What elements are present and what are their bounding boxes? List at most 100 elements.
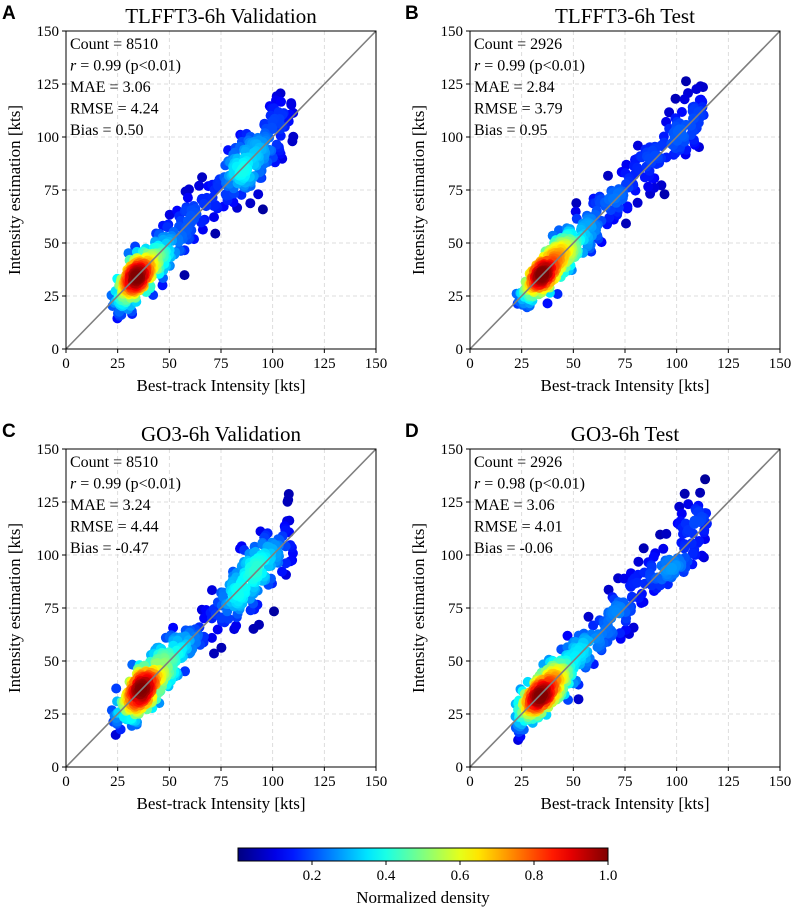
stat-count: Count = 8510 bbox=[70, 36, 158, 53]
data-point bbox=[277, 566, 287, 577]
panel-letter: B bbox=[405, 3, 419, 24]
x-axis-label: Best-track Intensity [kts] bbox=[540, 794, 709, 813]
x-tick-label: 150 bbox=[769, 356, 792, 372]
data-point bbox=[184, 184, 194, 195]
y-tick-label: 25 bbox=[448, 289, 463, 305]
colorbar-tick-label: 0.2 bbox=[303, 868, 322, 884]
data-point bbox=[209, 648, 219, 659]
y-tick-label: 75 bbox=[448, 183, 463, 199]
data-point bbox=[535, 269, 546, 280]
data-point bbox=[632, 577, 643, 588]
stat-mae: MAE = 3.06 bbox=[70, 79, 151, 96]
x-tick-label: 125 bbox=[717, 356, 740, 372]
data-point bbox=[681, 76, 691, 87]
data-point bbox=[245, 198, 256, 209]
data-point bbox=[269, 606, 279, 617]
panel-d: D GO3-6h Test 00 25 25 50 50 75 75 100 100 125 125 15… bbox=[405, 421, 791, 813]
data-point bbox=[236, 165, 247, 176]
stat-r: r = 0.99 (p<0.01) bbox=[474, 58, 585, 75]
panel-title: GO3-6h Validation bbox=[141, 422, 302, 446]
x-tick-label: 50 bbox=[162, 356, 177, 372]
data-point bbox=[281, 558, 291, 569]
data-point bbox=[573, 694, 584, 705]
data-point bbox=[689, 515, 700, 526]
colorbar-tick-label: 0.6 bbox=[451, 868, 470, 884]
data-point bbox=[182, 192, 193, 203]
data-point bbox=[197, 172, 208, 183]
x-tick-label: 75 bbox=[214, 774, 229, 790]
y-tick-label: 25 bbox=[44, 707, 59, 723]
colorbar-tick-label: 1.0 bbox=[599, 868, 618, 884]
data-point bbox=[670, 93, 681, 104]
data-point bbox=[664, 107, 675, 118]
panel-c: C GO3-6h Validation 00 25 25 50 50 75 75 100 100 12… bbox=[2, 421, 387, 813]
data-point bbox=[552, 289, 563, 299]
scatter-points bbox=[106, 489, 298, 740]
x-tick-label: 50 bbox=[566, 356, 581, 372]
data-point bbox=[248, 565, 259, 576]
data-point bbox=[571, 198, 582, 209]
x-tick-label: 0 bbox=[466, 774, 474, 790]
data-point bbox=[603, 584, 614, 595]
y-tick-label: 125 bbox=[441, 77, 464, 93]
y-tick-label: 125 bbox=[37, 495, 60, 511]
data-point bbox=[679, 488, 690, 499]
panel-b: B TLFFT3-6h Test 00 25 25 50 50 75 75 100 100 125 12… bbox=[405, 3, 791, 395]
data-point bbox=[676, 107, 687, 117]
colorbar: 0.2 0.4 0.6 0.8 1.0 Normalized density bbox=[237, 847, 618, 907]
y-tick-label: 50 bbox=[44, 654, 59, 670]
x-tick-label: 25 bbox=[110, 774, 125, 790]
x-tick-label: 100 bbox=[261, 356, 284, 372]
stat-count: Count = 2926 bbox=[474, 454, 562, 471]
panel-title: TLFFT3-6h Validation bbox=[125, 4, 317, 28]
y-tick-label: 0 bbox=[52, 760, 60, 776]
y-tick-label: 25 bbox=[44, 289, 59, 305]
reference-line bbox=[469, 30, 781, 350]
data-point bbox=[257, 204, 268, 215]
stat-mae: MAE = 3.06 bbox=[474, 497, 555, 514]
colorbar-gradient bbox=[237, 847, 609, 862]
data-point bbox=[179, 270, 190, 281]
data-point bbox=[207, 585, 217, 596]
x-tick-label: 100 bbox=[261, 774, 284, 790]
x-tick-label: 0 bbox=[62, 356, 70, 372]
data-point bbox=[619, 573, 630, 584]
x-tick-label: 25 bbox=[110, 356, 125, 372]
stat-r: r = 0.98 (p<0.01) bbox=[474, 476, 585, 493]
data-point bbox=[209, 212, 219, 223]
data-point bbox=[224, 178, 235, 189]
data-point bbox=[562, 630, 573, 641]
data-point bbox=[610, 193, 621, 204]
data-point bbox=[632, 197, 643, 208]
x-tick-label: 100 bbox=[665, 774, 688, 790]
data-point bbox=[621, 218, 631, 229]
x-tick-label: 75 bbox=[618, 774, 633, 790]
stat-mae: MAE = 3.24 bbox=[70, 497, 151, 514]
y-tick-label: 50 bbox=[448, 654, 463, 670]
data-point bbox=[254, 619, 264, 630]
data-point bbox=[185, 210, 196, 221]
data-point bbox=[643, 181, 654, 192]
stat-r: r = 0.99 (p<0.01) bbox=[70, 476, 181, 493]
x-tick-label: 125 bbox=[313, 356, 336, 372]
data-point bbox=[649, 150, 660, 161]
data-point bbox=[164, 209, 175, 220]
y-axis-label: Intensity estimation [kts] bbox=[409, 105, 428, 275]
data-point bbox=[157, 280, 168, 291]
data-point bbox=[210, 228, 221, 239]
x-tick-label: 50 bbox=[566, 774, 581, 790]
x-tick-label: 0 bbox=[466, 356, 474, 372]
panel-title: TLFFT3-6h Test bbox=[555, 4, 695, 28]
panel-a: A TLFFT3-6h Validation 00 25 25 50 50 75 75 100 10… bbox=[2, 3, 387, 395]
y-tick-label: 100 bbox=[37, 130, 60, 146]
stat-bias: Bias = 0.95 bbox=[474, 122, 547, 139]
data-point bbox=[683, 499, 694, 510]
data-point bbox=[633, 556, 644, 567]
data-point bbox=[276, 96, 286, 107]
data-point bbox=[212, 624, 223, 635]
data-point bbox=[542, 298, 553, 309]
scatter-points bbox=[106, 88, 299, 324]
data-point bbox=[168, 622, 179, 633]
data-point bbox=[111, 683, 122, 694]
y-tick-label: 100 bbox=[37, 548, 60, 564]
